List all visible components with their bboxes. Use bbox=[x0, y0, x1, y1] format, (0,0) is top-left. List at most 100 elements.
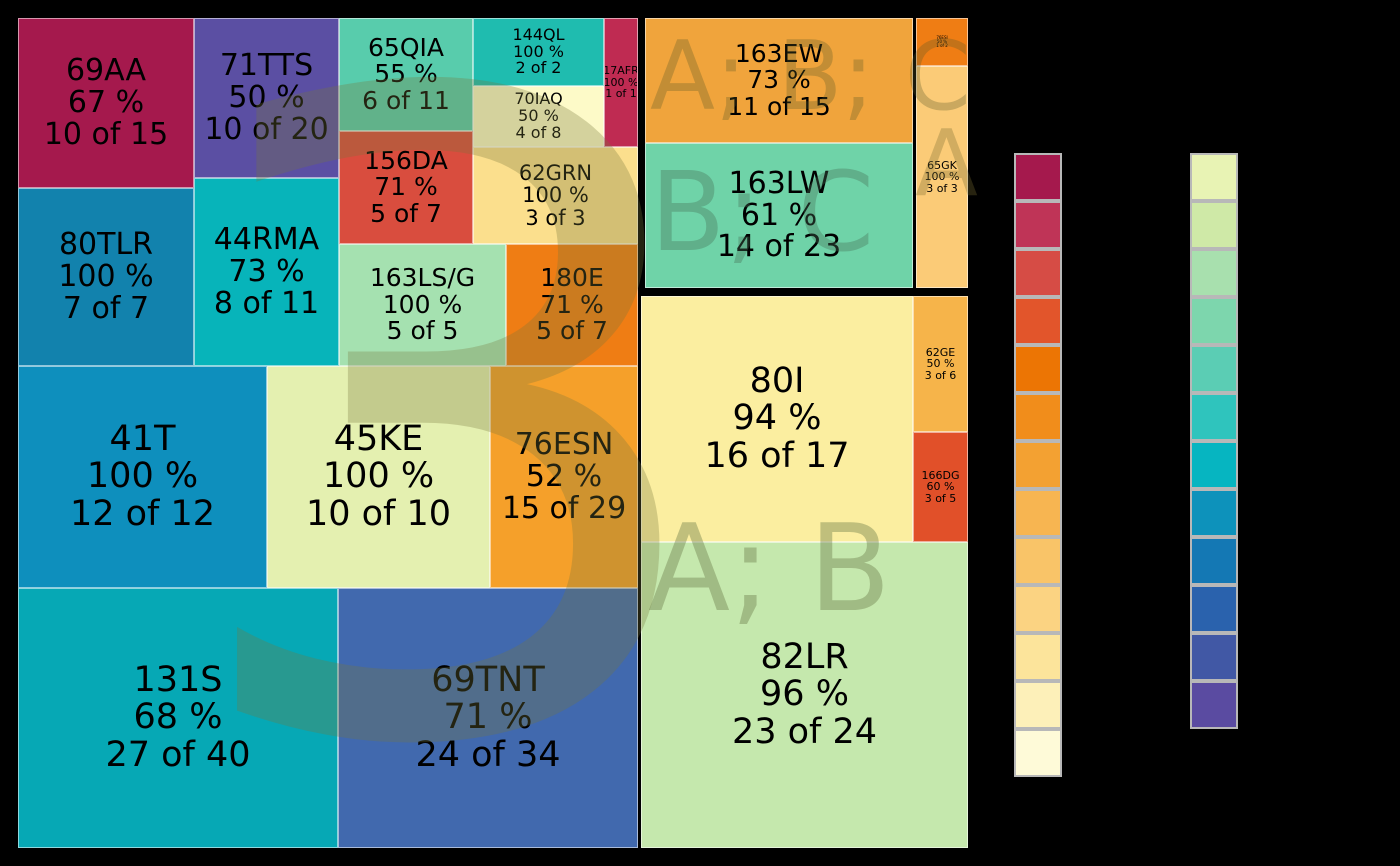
legend-swatch[interactable] bbox=[1190, 393, 1238, 441]
legend-swatch[interactable] bbox=[1014, 345, 1062, 393]
legend-swatch[interactable] bbox=[1190, 633, 1238, 681]
treemap-cell-percent: 68 % bbox=[133, 697, 223, 738]
treemap-cell-percent: 60 % bbox=[926, 480, 955, 494]
treemap-cell[interactable]: 45KE 100 % 10 of 10 bbox=[267, 366, 490, 588]
legend-swatch[interactable] bbox=[1014, 153, 1062, 201]
legend-swatch[interactable] bbox=[1014, 585, 1062, 633]
watermark-label-abc: A; B; C bbox=[650, 22, 971, 132]
treemap-cell-count: 10 of 15 bbox=[43, 116, 169, 152]
treemap-cell-label: 80I bbox=[749, 361, 805, 402]
treemap-cell-label: 163LW bbox=[728, 165, 830, 201]
legend-swatch[interactable] bbox=[1014, 297, 1062, 345]
treemap-cell-label: 76ESN bbox=[514, 427, 614, 463]
treemap-cell[interactable]: 65QIA 55 % 6 of 11 bbox=[339, 18, 473, 131]
treemap-cell-label: 76ESI bbox=[936, 34, 948, 40]
treemap-cell-percent: 100 % bbox=[604, 75, 638, 89]
legend-swatch[interactable] bbox=[1190, 345, 1238, 393]
treemap-cell-count: 5 of 5 bbox=[386, 316, 459, 346]
legend-swatch[interactable] bbox=[1014, 441, 1062, 489]
treemap-cell-percent: 71 % bbox=[540, 289, 604, 319]
treemap-cell-percent: 73 % bbox=[228, 254, 305, 290]
legend-swatch[interactable] bbox=[1014, 633, 1062, 681]
treemap-cell-count: 4 of 8 bbox=[515, 122, 562, 142]
legend-swatch[interactable] bbox=[1190, 201, 1238, 249]
treemap-cell-count: 5 of 7 bbox=[370, 198, 442, 228]
treemap-cell-label: 80TLR bbox=[58, 227, 154, 263]
treemap-cell-label: 17AFR bbox=[604, 64, 638, 78]
treemap-cell-percent: 52 % bbox=[525, 459, 603, 495]
treemap-cell[interactable]: 163LS/G 100 % 5 of 5 bbox=[339, 244, 506, 366]
treemap-cell-count: 1 of 1 bbox=[605, 87, 637, 101]
treemap-cell-count: 3 of 5 bbox=[924, 491, 957, 505]
treemap-cell-label: 65GK bbox=[927, 158, 957, 172]
treemap-cell[interactable]: 82LR 96 % 23 of 24 bbox=[641, 542, 968, 848]
treemap-cell-count: 5 of 7 bbox=[536, 316, 608, 346]
treemap-cell-label: 180E bbox=[540, 263, 604, 293]
treemap-cell-count: 6 of 11 bbox=[362, 85, 450, 115]
treemap-cell-label: 45KE bbox=[333, 419, 424, 460]
treemap-cell-count: 15 of 29 bbox=[501, 490, 627, 526]
warm-colorbar-legend bbox=[1014, 153, 1062, 777]
treemap-cell-count: 2 of 2 bbox=[515, 58, 562, 78]
treemap-cell-count: 3 of 3 bbox=[926, 181, 958, 195]
treemap-cell-label: 71TTS bbox=[219, 48, 314, 84]
treemap-cell[interactable]: 80TLR 100 % 7 of 7 bbox=[18, 188, 194, 366]
treemap-cell[interactable]: 44RMA 73 % 8 of 11 bbox=[194, 178, 339, 366]
treemap-cell-count: 7 of 7 bbox=[62, 290, 150, 326]
legend-swatch[interactable] bbox=[1190, 681, 1238, 729]
legend-swatch[interactable] bbox=[1190, 537, 1238, 585]
treemap-cell-percent: 50 % bbox=[926, 357, 955, 371]
treemap-cell[interactable]: 65GK 100 % 3 of 3 bbox=[916, 66, 968, 288]
treemap-cell-percent: 55 % bbox=[374, 59, 438, 89]
legend-swatch[interactable] bbox=[1014, 729, 1062, 777]
legend-swatch[interactable] bbox=[1014, 537, 1062, 585]
treemap-cell-percent: 67 % bbox=[67, 85, 145, 121]
treemap-cell-count: 3 of 3 bbox=[525, 205, 586, 230]
treemap-cell[interactable]: 71TTS 50 % 10 of 20 bbox=[194, 18, 339, 178]
treemap-cell-count: 11 of 15 bbox=[727, 91, 831, 121]
treemap-cell[interactable]: 166DG 60 % 3 of 5 bbox=[913, 432, 968, 542]
treemap-cell[interactable]: 131S 68 % 27 of 40 bbox=[18, 588, 338, 848]
legend-swatch[interactable] bbox=[1190, 489, 1238, 537]
treemap-cell[interactable]: 76ESN 52 % 15 of 29 bbox=[490, 366, 638, 588]
treemap-cell[interactable]: 69TNT 71 % 24 of 34 bbox=[338, 588, 638, 848]
legend-swatch[interactable] bbox=[1190, 441, 1238, 489]
treemap-cell[interactable]: 163EW 73 % 11 of 15 bbox=[645, 18, 913, 143]
treemap-cell[interactable]: 180E 71 % 5 of 7 bbox=[506, 244, 638, 366]
treemap-cell[interactable]: 70IAQ 50 % 4 of 8 bbox=[473, 86, 604, 147]
treemap-cell-percent: 50 % bbox=[228, 80, 305, 116]
legend-swatch[interactable] bbox=[1190, 153, 1238, 201]
treemap-cell[interactable]: 163LW 61 % 14 of 23 bbox=[645, 143, 913, 288]
treemap-cell-label: 41T bbox=[109, 419, 176, 460]
treemap-cell[interactable]: 69AA 67 % 10 of 15 bbox=[18, 18, 194, 188]
treemap-cell[interactable]: 80I 94 % 16 of 17 bbox=[641, 296, 913, 542]
treemap-cell[interactable]: 17AFR 100 % 1 of 1 bbox=[604, 18, 638, 147]
legend-swatch[interactable] bbox=[1190, 297, 1238, 345]
treemap-cell-percent: 100 % bbox=[322, 456, 435, 497]
treemap-cell-percent: 50 % bbox=[518, 106, 559, 126]
treemap-cell-percent: 100 % bbox=[513, 41, 564, 61]
treemap-cell-label: 70IAQ bbox=[514, 89, 563, 109]
treemap-cell-count: 10 of 20 bbox=[204, 111, 329, 147]
treemap-cell[interactable]: 76ESI 50 % 1 of 2 bbox=[916, 18, 968, 66]
legend-swatch[interactable] bbox=[1014, 489, 1062, 537]
treemap-cell[interactable]: 144QL 100 % 2 of 2 bbox=[473, 18, 604, 86]
treemap-cell-label: 69AA bbox=[65, 53, 147, 89]
treemap-cell[interactable]: 62GRN 100 % 3 of 3 bbox=[473, 147, 638, 244]
treemap-cell[interactable]: 62GE 50 % 3 of 6 bbox=[913, 296, 968, 432]
treemap-cell-label: 82LR bbox=[760, 637, 849, 678]
treemap-cell-label: 163EW bbox=[734, 38, 824, 68]
treemap-cell[interactable]: 156DA 71 % 5 of 7 bbox=[339, 131, 473, 244]
legend-swatch[interactable] bbox=[1014, 201, 1062, 249]
legend-swatch[interactable] bbox=[1014, 249, 1062, 297]
legend-swatch[interactable] bbox=[1014, 393, 1062, 441]
legend-swatch[interactable] bbox=[1190, 585, 1238, 633]
watermark-label-ab: A; B bbox=[648, 500, 891, 639]
treemap-cell-label: 62GE bbox=[925, 345, 956, 359]
cool-colorbar-legend bbox=[1190, 153, 1238, 729]
treemap-cell-count: 12 of 12 bbox=[69, 493, 216, 534]
legend-swatch[interactable] bbox=[1190, 249, 1238, 297]
legend-swatch[interactable] bbox=[1014, 681, 1062, 729]
treemap-cell[interactable]: 41T 100 % 12 of 12 bbox=[18, 366, 267, 588]
